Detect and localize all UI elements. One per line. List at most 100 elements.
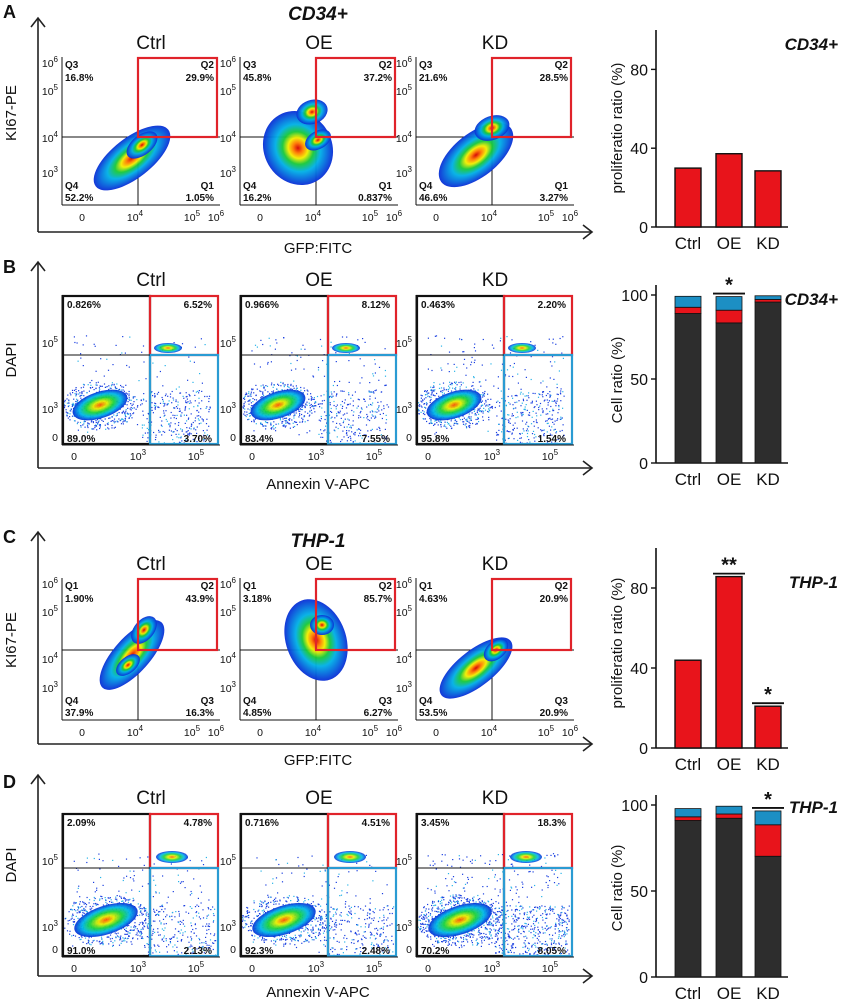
event-dot — [133, 926, 135, 928]
event-dot — [203, 952, 205, 954]
event-dot — [299, 936, 301, 938]
event-dot — [321, 916, 323, 919]
event-dot — [191, 952, 193, 954]
event-dot — [370, 403, 372, 406]
event-dot — [171, 919, 173, 921]
event-dot — [191, 892, 193, 895]
event-dot — [465, 374, 467, 376]
event-dot — [361, 943, 363, 945]
event-dot — [213, 934, 215, 937]
event-dot — [282, 383, 284, 385]
event-dot — [378, 410, 380, 412]
event-dot — [137, 903, 139, 905]
event-dot — [187, 439, 189, 442]
event-dot — [338, 954, 340, 956]
event-dot — [357, 930, 359, 932]
event-dot — [213, 914, 215, 917]
event-dot — [67, 920, 69, 922]
flow-x-tick: 103 — [308, 448, 325, 463]
event-dot — [116, 383, 118, 385]
event-dot — [542, 919, 544, 921]
event-dot — [166, 951, 168, 953]
event-dot — [298, 900, 300, 902]
row-x-arrow-1 — [582, 460, 594, 476]
event-dot — [69, 933, 71, 935]
event-dot — [541, 926, 543, 928]
event-dot — [121, 900, 123, 902]
event-dot — [304, 421, 306, 423]
event-dot — [183, 433, 185, 435]
event-dot — [132, 413, 134, 415]
event-dot — [122, 940, 124, 942]
flow-a-2: KDQ321.6%Q228.5%Q446.6%Q13.27%1061051041… — [396, 33, 579, 224]
event-dot — [72, 913, 74, 915]
event-dot — [266, 905, 268, 907]
event-dot — [124, 900, 127, 902]
event-dot — [307, 419, 309, 422]
event-dot — [343, 426, 345, 428]
event-dot — [132, 929, 134, 931]
event-dot — [188, 356, 190, 358]
event-dot — [428, 392, 430, 394]
event-dot — [306, 404, 308, 406]
q-lr-value: 6.27% — [364, 708, 392, 719]
event-dot — [555, 402, 557, 405]
event-dot — [289, 418, 291, 420]
event-dot — [507, 943, 509, 945]
event-dot — [196, 409, 198, 412]
row-y-label-1: DAPI — [3, 342, 20, 377]
event-dot — [247, 408, 249, 410]
event-dot — [113, 420, 115, 422]
event-dot — [420, 411, 422, 413]
event-dot — [120, 935, 122, 937]
event-dot — [209, 951, 211, 953]
event-dot — [83, 908, 85, 911]
event-dot — [192, 917, 194, 919]
event-dot — [310, 393, 312, 395]
event-dot — [428, 422, 430, 425]
event-dot — [349, 426, 351, 428]
event-dot — [440, 345, 443, 347]
event-dot — [369, 864, 371, 866]
flow-x-tick: 0 — [79, 727, 85, 739]
event-dot — [161, 928, 163, 930]
event-dot — [94, 345, 96, 347]
event-dot — [362, 935, 364, 937]
event-dot — [381, 943, 383, 945]
event-dot — [338, 941, 340, 943]
event-dot — [456, 384, 458, 386]
event-dot — [353, 433, 355, 435]
q-ul-value: 0.463% — [421, 300, 455, 311]
event-dot — [114, 387, 117, 389]
event-dot — [169, 426, 171, 428]
event-dot — [302, 864, 304, 866]
event-dot — [462, 415, 464, 417]
event-dot — [527, 395, 529, 397]
event-dot — [524, 395, 526, 397]
flow-y-tick: 104 — [396, 651, 413, 666]
event-dot — [161, 434, 163, 436]
flow-x-tick: 105 — [542, 448, 559, 463]
event-dot — [180, 436, 182, 438]
event-dot — [325, 425, 327, 427]
event-dot — [516, 401, 518, 403]
event-dot — [141, 424, 143, 426]
event-dot — [546, 441, 549, 443]
event-dot — [558, 408, 560, 411]
event-dot — [273, 903, 275, 905]
event-dot — [449, 424, 451, 426]
event-dot — [190, 922, 192, 924]
event-dot — [519, 393, 522, 395]
event-dot — [273, 898, 276, 900]
event-dot — [323, 394, 325, 396]
event-dot — [437, 906, 439, 908]
sample-title: KD — [482, 554, 508, 575]
event-dot — [128, 397, 130, 399]
event-dot — [208, 398, 210, 400]
event-dot — [91, 386, 94, 388]
q-lr-value: 2.13% — [184, 946, 212, 957]
event-dot — [391, 935, 393, 937]
event-dot — [371, 942, 373, 944]
event-dot — [474, 350, 477, 352]
event-dot — [247, 930, 250, 932]
